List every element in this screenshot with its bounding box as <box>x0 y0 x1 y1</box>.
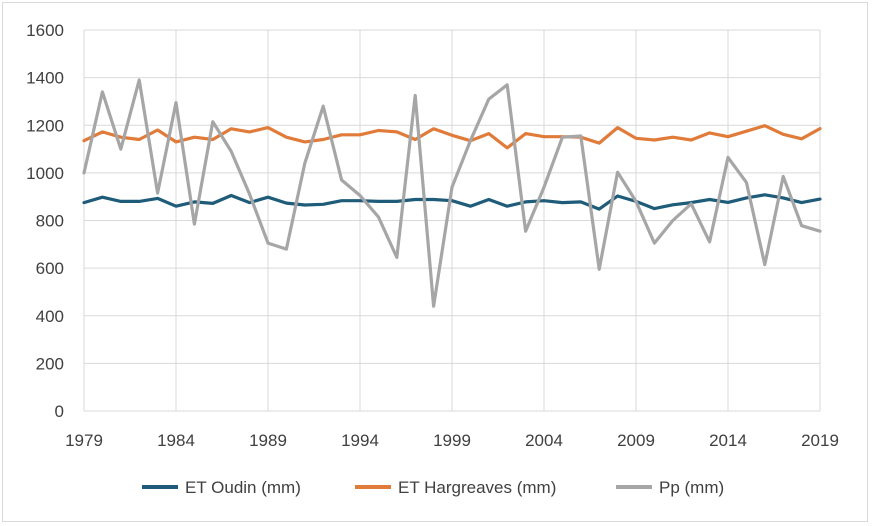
x-tick-label: 2009 <box>617 431 655 450</box>
x-tick-label: 2014 <box>709 431 747 450</box>
x-tick-label: 1989 <box>249 431 287 450</box>
y-tick-label: 1600 <box>26 21 64 40</box>
y-tick-label: 0 <box>55 402 64 421</box>
x-tick-label: 2004 <box>525 431 563 450</box>
legend: ET Oudin (mm) ET Hargreaves (mm) Pp (mm) <box>142 478 724 497</box>
x-tick-label: 1994 <box>341 431 379 450</box>
legend-label: ET Oudin (mm) <box>185 478 301 497</box>
y-tick-label: 1400 <box>26 69 64 88</box>
series-line-1 <box>82 193 822 211</box>
x-tick-label: 1999 <box>433 431 471 450</box>
x-tick-label: 2019 <box>801 431 839 450</box>
axis-tick-labels: 0 200 400 600 800 1000 1200 1400 1600 1979 1984 198… <box>26 21 839 450</box>
y-tick-label: 800 <box>36 212 64 231</box>
gridlines <box>83 29 821 412</box>
y-tick-label: 1200 <box>26 116 64 135</box>
y-tick-label: 400 <box>36 307 64 326</box>
legend-label: Pp (mm) <box>659 478 724 497</box>
y-tick-label: 200 <box>36 354 64 373</box>
x-tick-label: 1979 <box>65 431 103 450</box>
x-tick-label: 1984 <box>157 431 195 450</box>
y-tick-label: 1000 <box>26 164 64 183</box>
series-lines <box>82 78 822 308</box>
legend-label: ET Hargreaves (mm) <box>398 478 556 497</box>
series-line-2 <box>82 124 822 150</box>
y-tick-label: 600 <box>36 259 64 278</box>
series-line-3 <box>82 78 822 308</box>
